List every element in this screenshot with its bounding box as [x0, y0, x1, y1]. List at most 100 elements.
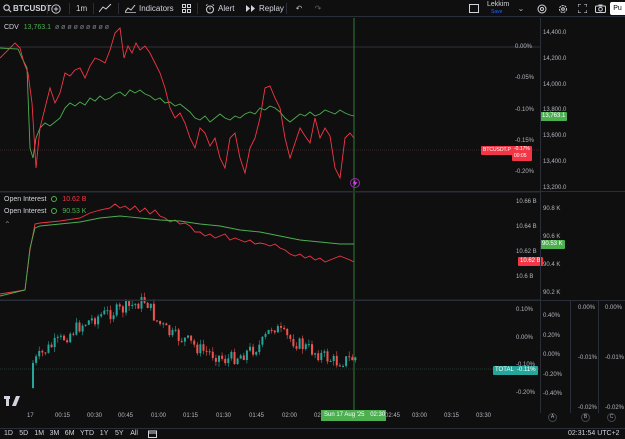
symbol-label[interactable]: BTCUSDT — [13, 4, 52, 13]
oi-coin-tick: 90.8 K — [543, 206, 561, 212]
candle — [47, 344, 50, 353]
candle — [255, 352, 258, 355]
interval-button[interactable]: 1m — [76, 4, 88, 13]
candle — [252, 346, 255, 355]
camera-icon[interactable] — [594, 0, 606, 17]
cdv-legend-value: 13,763.1 — [23, 24, 51, 31]
oi-legend-1-title[interactable]: Open Interest — [4, 196, 47, 203]
goto-date-icon[interactable] — [148, 430, 157, 439]
lightning-icon[interactable] — [350, 178, 360, 188]
cdv-legend-extra: ø ø ø ø ø ø ø ø ø — [54, 24, 109, 31]
cdv-legend-title[interactable]: CDV — [4, 24, 19, 31]
range-button-1m[interactable]: 1M — [34, 430, 45, 437]
candle — [276, 326, 279, 333]
btc-pct-tag: -0.17% 00:05 — [512, 146, 532, 161]
candle — [193, 340, 196, 345]
candle — [245, 350, 248, 361]
axis-badge[interactable]: C — [607, 413, 616, 422]
candle — [261, 336, 264, 345]
indicators-button[interactable]: Indicators — [139, 4, 174, 13]
alert-button[interactable]: Alert — [218, 4, 235, 13]
candle — [146, 302, 149, 309]
range-button-all[interactable]: All — [130, 430, 138, 437]
redo-icon[interactable]: ↷ — [314, 4, 322, 13]
templates-icon[interactable] — [181, 0, 191, 17]
candle — [224, 358, 227, 364]
candle — [329, 361, 332, 363]
cdv-value-tag: 13,763.1 — [540, 112, 568, 121]
replay-button[interactable]: Replay — [259, 4, 284, 13]
candle — [103, 310, 106, 315]
cdv-line — [0, 47, 355, 159]
range-button-1y[interactable]: 1Y — [99, 430, 109, 437]
btc-price-line — [0, 27, 355, 180]
time-tick: 02:45 — [385, 413, 401, 419]
indicators-icon[interactable] — [124, 0, 136, 17]
axis-badge[interactable]: A — [548, 413, 557, 422]
axis-badge[interactable]: B — [581, 413, 590, 422]
candle — [196, 344, 199, 354]
candle — [289, 335, 292, 339]
candle — [44, 352, 47, 354]
candle — [106, 310, 109, 312]
candle — [159, 320, 162, 324]
range-button-1d[interactable]: 1D — [4, 430, 13, 437]
candle — [174, 329, 177, 331]
total-tick-a: -0.10% — [516, 362, 535, 368]
total-tick-a: -0.20% — [516, 389, 536, 396]
chart-canvas[interactable] — [0, 18, 625, 413]
total-tick-c: -0.02% — [578, 405, 598, 411]
fullscreen-icon[interactable] — [577, 0, 588, 17]
search-icon[interactable] — [536, 0, 547, 17]
time-tick: 01:00 — [151, 413, 167, 419]
total-tick-a: 0.00% — [516, 334, 534, 341]
oi-legend-2-title[interactable]: Open Interest — [4, 208, 47, 215]
candle — [292, 338, 295, 347]
publish-button[interactable]: Pu — [610, 2, 625, 15]
candle — [307, 344, 310, 346]
chevron-down-icon[interactable]: ⌄ — [517, 4, 525, 13]
range-button-ytd[interactable]: YTD — [80, 430, 94, 437]
range-button-3m[interactable]: 3M — [49, 430, 60, 437]
range-button-5y[interactable]: 5Y — [115, 430, 124, 437]
candle — [239, 355, 242, 359]
time-tick: 02:00 — [282, 413, 298, 419]
undo-icon[interactable]: ↶ — [295, 4, 303, 13]
candle — [121, 306, 124, 313]
replay-icon[interactable] — [245, 0, 257, 17]
candle — [78, 322, 81, 332]
settings-icon[interactable] — [557, 0, 568, 17]
clock[interactable]: 02:31:54 UTC+2 — [568, 430, 620, 437]
collapse-chevron-icon[interactable]: ⌃ — [4, 220, 11, 229]
candle — [63, 335, 65, 341]
candle — [345, 356, 348, 366]
price-tick: 13,400.0 — [543, 159, 567, 165]
candle — [134, 303, 137, 305]
percent-tick: 0.00% — [515, 44, 533, 50]
oi-coin-tick: 90.4 K — [543, 262, 561, 268]
symbol-search-icon[interactable] — [3, 0, 12, 17]
layout-save-status[interactable]: Save — [491, 9, 503, 15]
time-tick: 00:15 — [55, 413, 71, 419]
candle — [227, 358, 230, 364]
bottom-bar: 1D 5D 1M 3M 6M YTD 1Y 5Y All 02:31:54 UTC+2 — [0, 428, 625, 439]
oi-legend-2-value: 90.53 K — [62, 208, 87, 215]
oi-coin-line — [0, 215, 354, 297]
price-tick: 13,800.0 — [543, 107, 567, 114]
candle — [295, 346, 298, 349]
candle — [56, 336, 59, 338]
percent-tick: -0.05% — [515, 75, 535, 82]
range-button-6m[interactable]: 6M — [64, 430, 75, 437]
layout-name[interactable]: Lekkim — [487, 1, 510, 8]
tradingview-logo[interactable] — [4, 393, 21, 409]
layout-icon[interactable] — [468, 0, 479, 17]
range-button-5d[interactable]: 5D — [19, 430, 29, 437]
candle — [72, 333, 75, 335]
candle — [41, 350, 44, 353]
total-tick-c: -0.01% — [578, 355, 598, 361]
alert-icon[interactable] — [205, 0, 215, 17]
chart-type-icon[interactable] — [98, 0, 112, 17]
cursor-time: 02:30 — [370, 412, 386, 418]
price-tick: 14,400.0 — [543, 30, 567, 36]
plus-icon[interactable] — [51, 0, 61, 17]
